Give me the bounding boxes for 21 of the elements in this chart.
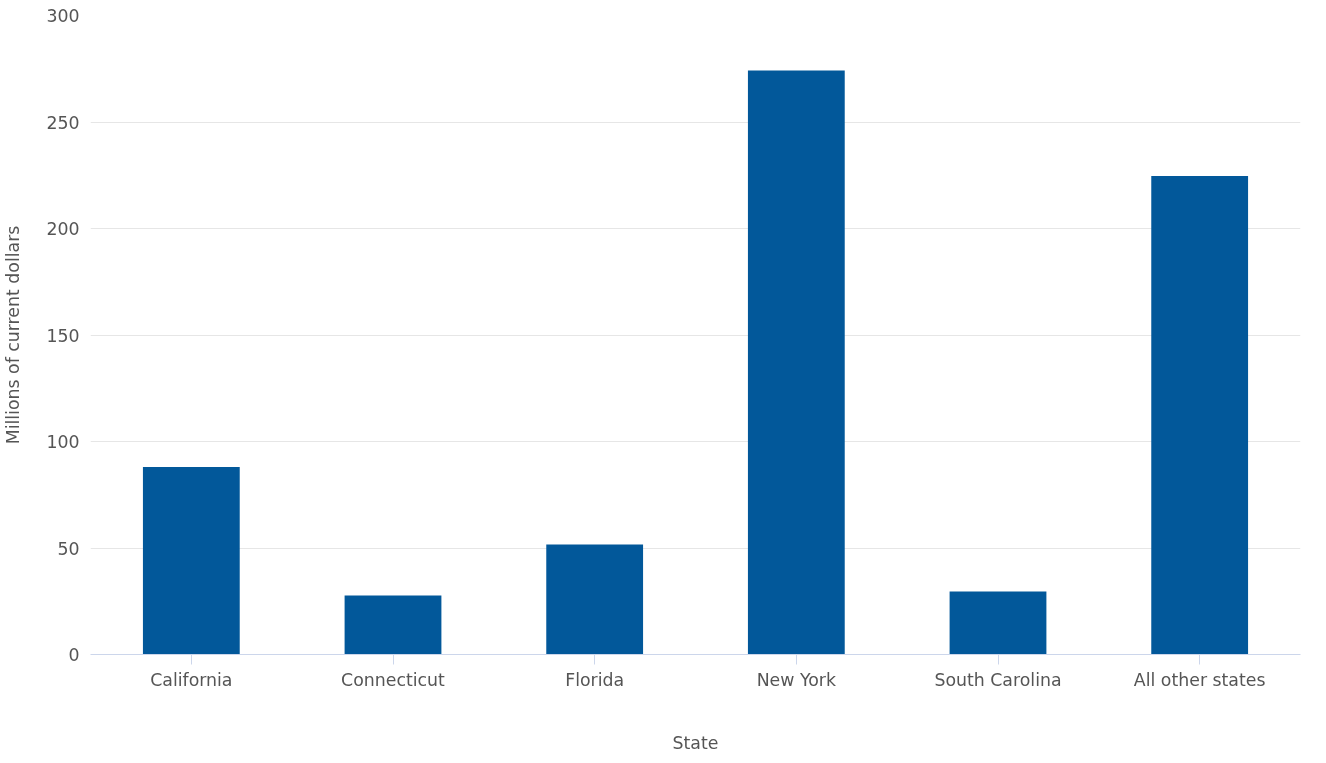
bar	[546, 544, 644, 655]
y-tick-label: 100	[46, 432, 80, 452]
x-tick-label: All other states	[1133, 669, 1266, 690]
y-tick-label: 200	[46, 219, 80, 239]
y-axis-title: Millions of current dollars	[3, 225, 24, 445]
bar	[344, 595, 442, 655]
x-tick-label: South Carolina	[934, 669, 1062, 690]
y-tick-label: 50	[57, 538, 80, 559]
bar	[1151, 176, 1249, 655]
y-tick-label: 300	[46, 6, 80, 26]
x-tick-label: Florida	[565, 669, 625, 690]
y-tick-label: 150	[46, 325, 80, 346]
bar	[949, 591, 1047, 655]
x-tick-label: New York	[756, 669, 837, 690]
y-tick-label: 250	[46, 112, 80, 133]
bar	[747, 70, 845, 655]
y-tick-label: 0	[68, 645, 80, 665]
bar	[142, 467, 240, 655]
x-tick-label: California	[150, 669, 233, 690]
x-axis-title: State	[672, 732, 719, 753]
x-tick-label: Connecticut	[341, 669, 446, 690]
